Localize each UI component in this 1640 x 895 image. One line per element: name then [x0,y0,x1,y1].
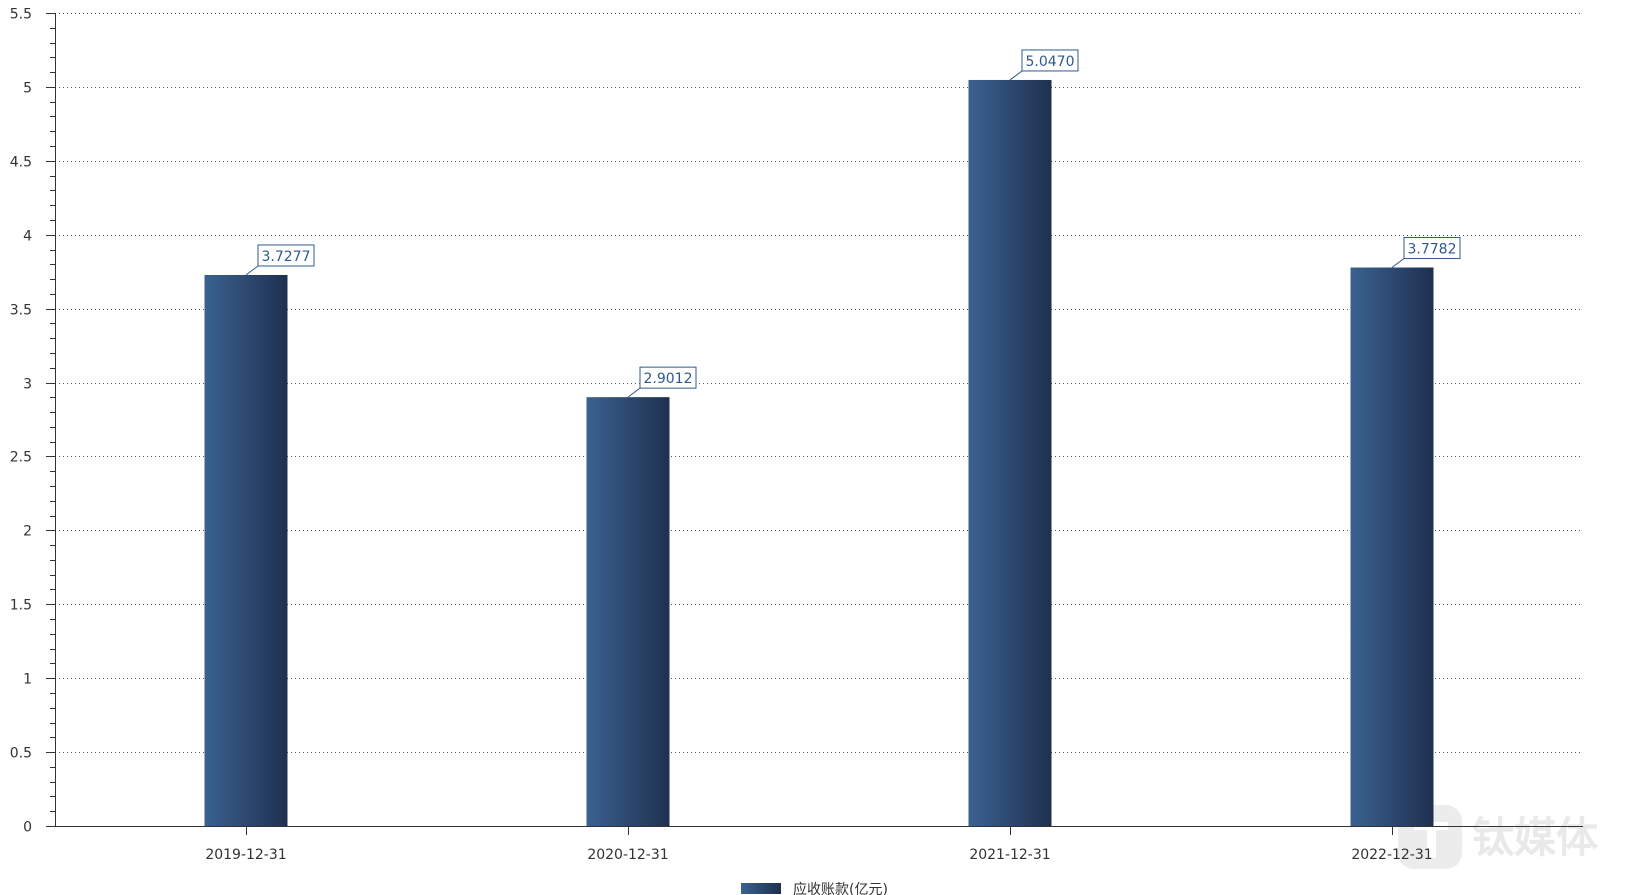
x-tick-label: 2021-12-31 [969,847,1050,863]
y-tick-label: 1 [23,672,32,688]
legend[interactable]: 应收账款(亿元) [741,881,888,895]
data-label: 3.7277 [262,249,311,265]
y-tick-label: 5.5 [10,7,32,23]
data-label: 3.7782 [1408,242,1457,258]
bar[interactable] [1350,267,1434,827]
data-label-box [639,366,697,389]
bar[interactable] [204,274,288,826]
y-tick-label: 0 [23,820,32,836]
x-tick-label: 2020-12-31 [587,847,668,863]
data-label: 5.0470 [1026,54,1075,70]
grid-lines [55,13,1583,753]
data-label-leader [245,265,259,276]
y-tick-label: 4 [23,229,32,245]
y-tick-label: 5 [23,81,32,97]
data-label-leader [1009,70,1023,81]
legend-label: 应收账款(亿元) [793,881,888,895]
data-label-leader [627,387,641,398]
data-label-box [257,244,315,267]
legend-swatch [741,883,781,894]
x-tick-label: 2022-12-31 [1351,847,1432,863]
watermark-text: 钛媒体 [1472,813,1598,862]
data-labels: 3.7277 2.9012 5.0470 3.7782 [245,49,1461,398]
y-axis: 0 0.5 1 1.5 2 2.5 3 3.5 4 4.5 5 5.5 [10,7,56,836]
bar[interactable] [586,397,670,826]
data-label: 2.9012 [644,371,693,387]
y-tick-label: 1.5 [10,598,32,614]
y-tick-label: 0.5 [10,746,32,762]
y-tick-label: 3.5 [10,303,32,319]
y-tick-label: 2 [23,524,32,540]
bar[interactable] [968,79,1052,826]
bar-series [204,79,1434,827]
data-label-leader [1391,258,1405,268]
x-tick-label: 2019-12-31 [205,847,286,863]
y-tick-label: 3 [23,377,32,393]
y-tick-label: 4.5 [10,155,32,171]
x-axis: 2019-12-31 2020-12-31 2021-12-31 2022-12-31 [55,826,1583,863]
data-label-box [1021,49,1079,72]
data-label-box [1403,237,1461,260]
y-tick-label: 2.5 [10,450,32,466]
